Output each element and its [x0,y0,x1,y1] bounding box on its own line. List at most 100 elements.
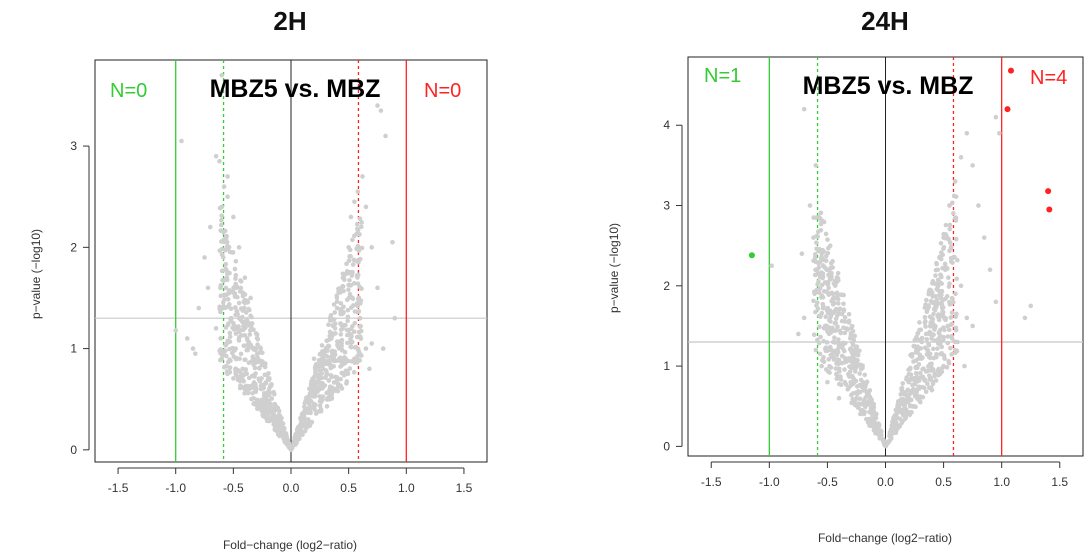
gray-point [854,344,860,349]
gray-point [925,307,930,313]
gray-point [230,250,236,255]
gray-point [253,371,258,376]
gray-point [332,310,338,315]
gray-point [332,349,338,354]
gray-point [316,372,322,378]
gray-point [910,382,915,388]
gray-point [330,323,336,329]
gray-point [341,288,346,294]
gray-point [375,103,380,108]
gray-point [848,358,853,364]
gray-point [894,423,900,429]
gray-point [858,366,864,372]
gray-point [355,226,360,232]
gray-point [259,359,265,364]
gray-point [934,281,940,287]
gray-point [351,329,357,335]
gray-point [344,297,350,303]
gray-point [819,254,824,260]
gray-point [857,389,863,395]
gray-point [834,290,840,296]
gray-point [823,258,829,264]
gray-point [830,291,836,297]
gray-point [219,217,224,223]
gray-point [360,174,365,179]
gray-point [951,193,957,199]
gray-point [231,320,236,326]
x-tick-label: -1.5 [108,481,129,495]
gray-point [922,314,928,320]
gray-point [335,388,341,394]
gray-point [826,285,831,291]
gray-point [348,269,353,275]
gray-point [840,346,846,351]
gray-point [840,340,846,346]
gray-point [303,407,309,413]
gray-point [819,363,824,369]
gray-point [893,408,899,413]
gray-point [832,335,837,341]
gray-point [850,342,856,348]
gray-point [233,346,238,351]
gray-point [938,272,943,278]
gray-point [347,366,353,371]
gray-point [981,235,987,240]
gray-point [207,224,213,230]
gray-point [823,253,829,259]
gray-point [294,427,300,433]
gray-point [857,371,863,376]
gray-point [303,398,308,404]
gray-point [288,445,294,451]
gray-point [245,320,250,326]
gray-point [339,370,345,376]
gray-point [953,325,959,331]
gray-point [938,289,944,294]
gray-point [863,388,869,394]
gray-point [341,304,346,310]
gray-point [184,336,190,341]
y-tick-label: 1 [70,342,77,356]
gray-point [818,273,823,279]
gray-point [227,357,232,362]
gray-point [359,220,364,225]
up-regulated-point [1046,206,1053,213]
panel-title: 24H [861,6,909,36]
gray-point [380,346,386,351]
gray-point [337,358,343,364]
gray-point [348,214,354,220]
gray-point [923,302,928,307]
gray-point [260,412,266,418]
gray-point [331,317,337,322]
gray-point [231,214,236,220]
gray-point [836,307,842,313]
up-regulated-point [1004,106,1011,113]
gray-point [899,407,904,413]
gray-point [250,354,255,360]
x-tick-label: 0.5 [340,481,357,495]
gray-point [227,302,232,307]
gray-point [310,376,315,382]
gray-point [928,368,934,373]
gray-point [933,378,939,383]
gray-point [324,338,329,344]
gray-point [349,295,355,300]
gray-point [311,401,317,407]
gray-point [255,342,260,347]
gray-point [817,286,823,291]
gray-point [320,366,326,372]
down-count-label: N=1 [704,65,741,87]
gray-point [820,301,826,307]
y-tick-label: 0 [70,443,77,457]
gray-point [221,229,226,235]
gray-point [835,270,841,276]
gray-point [221,365,227,370]
gray-point [937,371,943,377]
gray-point [889,423,895,428]
gray-point [261,385,266,391]
gray-point [828,314,833,320]
gray-point [906,395,912,401]
gray-point [219,72,225,78]
gray-point [933,273,938,278]
gray-point [931,355,937,361]
gray-point [275,405,281,411]
